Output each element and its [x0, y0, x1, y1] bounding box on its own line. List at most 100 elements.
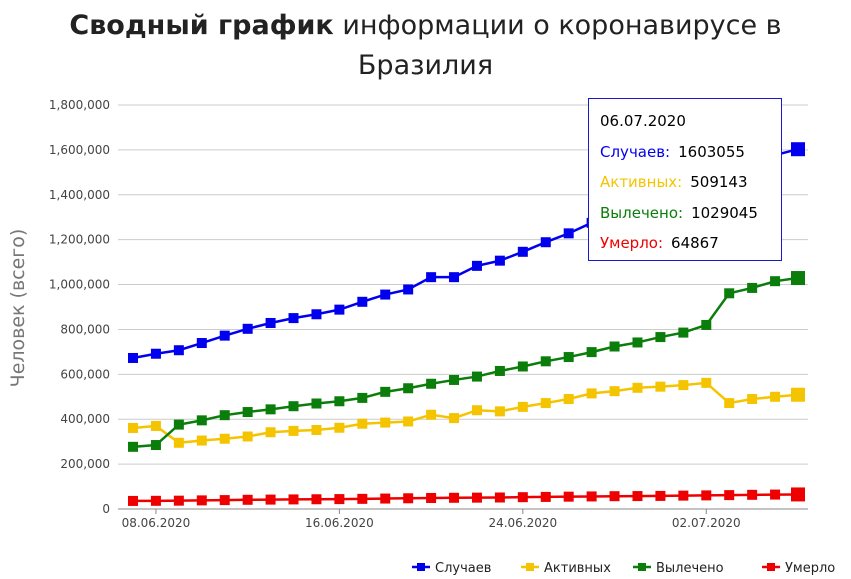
data-point[interactable] [311, 424, 322, 435]
data-point[interactable] [449, 413, 460, 424]
data-point[interactable] [517, 246, 528, 257]
legend[interactable]: Случаев Активных Вылечено Умерло [412, 561, 835, 576]
data-point[interactable] [770, 489, 781, 500]
data-point[interactable] [655, 332, 666, 343]
data-point[interactable] [403, 383, 414, 394]
data-point[interactable] [724, 490, 735, 501]
data-point[interactable] [380, 386, 391, 397]
data-point[interactable] [150, 420, 161, 431]
data-point[interactable] [770, 276, 781, 287]
data-point[interactable] [517, 401, 528, 412]
data-point[interactable] [747, 282, 758, 293]
data-point[interactable] [655, 381, 666, 392]
data-point[interactable] [196, 415, 207, 426]
data-point[interactable] [678, 380, 689, 391]
data-point[interactable] [265, 317, 276, 328]
data-point[interactable] [471, 405, 482, 416]
data-point[interactable] [563, 352, 574, 363]
data-point[interactable] [403, 493, 414, 504]
series-2[interactable] [128, 271, 805, 452]
data-point[interactable] [357, 296, 368, 307]
data-point[interactable] [426, 272, 437, 283]
data-point[interactable] [791, 487, 805, 502]
data-point[interactable] [449, 374, 460, 385]
data-point[interactable] [471, 492, 482, 503]
data-point[interactable] [563, 491, 574, 502]
data-point[interactable] [219, 330, 230, 341]
data-point[interactable] [791, 387, 805, 402]
data-point[interactable] [128, 352, 138, 363]
data-point[interactable] [334, 494, 345, 505]
series-3[interactable] [128, 487, 805, 506]
data-point[interactable] [173, 495, 184, 506]
data-point[interactable] [357, 418, 368, 429]
data-point[interactable] [517, 361, 528, 372]
data-point[interactable] [403, 416, 414, 427]
data-point[interactable] [242, 407, 253, 418]
data-point[interactable] [311, 309, 322, 320]
data-point[interactable] [311, 398, 322, 409]
data-point[interactable] [609, 386, 620, 397]
series-layer[interactable] [128, 142, 805, 506]
data-point[interactable] [609, 341, 620, 352]
legend-item[interactable]: Вылечено [633, 561, 724, 576]
data-point[interactable] [540, 398, 551, 409]
data-point[interactable] [791, 271, 805, 286]
data-point[interactable] [380, 289, 391, 300]
data-point[interactable] [655, 490, 666, 501]
data-point[interactable] [288, 494, 299, 505]
data-point[interactable] [540, 356, 551, 367]
data-point[interactable] [150, 440, 161, 451]
data-point[interactable] [426, 492, 437, 503]
data-point[interactable] [196, 435, 207, 446]
data-point[interactable] [403, 284, 414, 295]
data-point[interactable] [701, 319, 712, 330]
data-point[interactable] [380, 493, 391, 504]
data-point[interactable] [380, 417, 391, 428]
data-point[interactable] [517, 492, 528, 503]
data-point[interactable] [494, 492, 505, 503]
legend-item[interactable]: Случаев [412, 561, 491, 576]
data-point[interactable] [288, 313, 299, 324]
data-point[interactable] [540, 491, 551, 502]
data-point[interactable] [311, 494, 322, 505]
data-point[interactable] [494, 365, 505, 376]
data-point[interactable] [150, 348, 161, 359]
data-point[interactable] [334, 304, 345, 315]
data-point[interactable] [471, 260, 482, 271]
data-point[interactable] [563, 394, 574, 405]
data-point[interactable] [128, 495, 138, 506]
data-point[interactable] [334, 422, 345, 433]
legend-item[interactable]: Умерло [762, 561, 835, 576]
data-point[interactable] [724, 288, 735, 299]
data-point[interactable] [219, 410, 230, 421]
data-point[interactable] [449, 492, 460, 503]
data-point[interactable] [747, 394, 758, 405]
data-point[interactable] [334, 396, 345, 407]
data-point[interactable] [242, 494, 253, 505]
data-point[interactable] [494, 406, 505, 417]
data-point[interactable] [219, 433, 230, 444]
data-point[interactable] [265, 404, 276, 415]
data-point[interactable] [678, 490, 689, 501]
data-point[interactable] [426, 409, 437, 420]
data-point[interactable] [586, 347, 597, 358]
data-point[interactable] [563, 228, 574, 239]
data-point[interactable] [632, 491, 643, 502]
data-point[interactable] [791, 142, 805, 157]
series-1[interactable] [128, 377, 805, 448]
data-point[interactable] [586, 388, 597, 399]
data-point[interactable] [747, 489, 758, 500]
legend-item[interactable]: Активных [521, 561, 611, 576]
data-point[interactable] [242, 431, 253, 442]
data-point[interactable] [494, 255, 505, 266]
data-point[interactable] [265, 427, 276, 438]
data-point[interactable] [701, 490, 712, 501]
data-point[interactable] [288, 425, 299, 436]
data-point[interactable] [632, 382, 643, 393]
data-point[interactable] [265, 494, 276, 505]
data-point[interactable] [173, 437, 184, 448]
data-point[interactable] [196, 495, 207, 506]
data-point[interactable] [426, 378, 437, 389]
